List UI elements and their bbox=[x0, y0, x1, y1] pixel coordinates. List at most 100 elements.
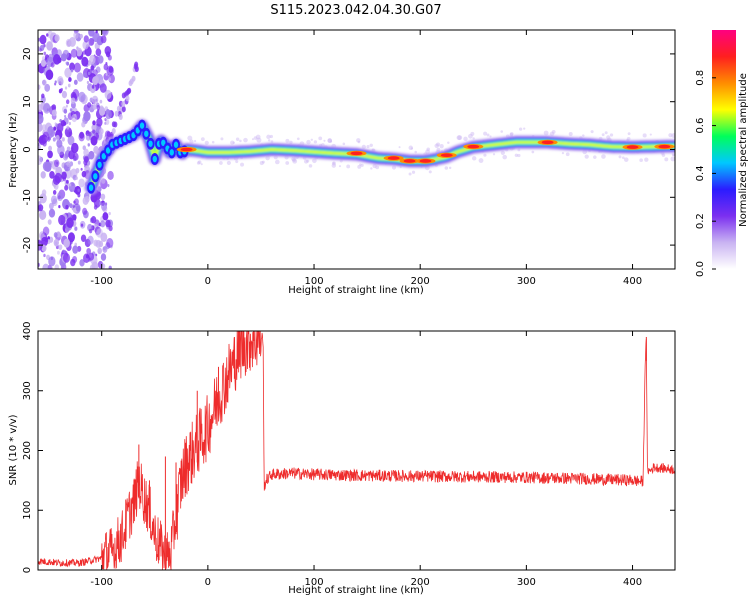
noise-speck bbox=[79, 131, 85, 139]
noise-speck bbox=[95, 48, 102, 57]
ridge-blob bbox=[105, 147, 111, 154]
noise-speck bbox=[62, 249, 66, 254]
noise-speck bbox=[71, 142, 79, 154]
haze-speck bbox=[627, 132, 631, 136]
noise-speck bbox=[93, 75, 100, 84]
colorbar-label: Normalized spectral amplitude bbox=[738, 73, 749, 227]
haze-speck bbox=[531, 150, 535, 154]
ridge-blob bbox=[173, 141, 179, 148]
noise-speck bbox=[48, 208, 56, 218]
noise-speck bbox=[108, 77, 112, 82]
noise-speck bbox=[88, 252, 95, 261]
haze-speck bbox=[296, 137, 300, 141]
noise-speck bbox=[75, 205, 81, 212]
haze-speck bbox=[639, 158, 643, 162]
noise-speck bbox=[99, 83, 107, 93]
noise-speck bbox=[47, 125, 54, 136]
noise-speck bbox=[121, 100, 126, 107]
snr-series-line bbox=[38, 331, 675, 570]
noise-speck bbox=[129, 78, 134, 85]
haze-speck bbox=[327, 138, 332, 143]
ridge-blob bbox=[161, 139, 166, 147]
haze-speck bbox=[313, 140, 318, 144]
haze-speck bbox=[470, 131, 475, 136]
noise-speck bbox=[60, 53, 67, 62]
haze-speck bbox=[500, 130, 504, 133]
haze-speck bbox=[357, 164, 362, 169]
noise-speck bbox=[78, 178, 85, 188]
noise-speck bbox=[48, 256, 56, 267]
noise-speck bbox=[100, 35, 107, 44]
noise-speck bbox=[64, 114, 67, 118]
haze-speck bbox=[408, 172, 412, 176]
haze-speck bbox=[568, 132, 573, 136]
noise-speck bbox=[38, 84, 41, 90]
haze-speck bbox=[664, 157, 669, 162]
haze-speck bbox=[329, 140, 333, 143]
noise-speck bbox=[99, 99, 103, 104]
spectrogram-plot-area bbox=[38, 30, 675, 269]
noise-speck bbox=[61, 264, 65, 269]
noise-speck bbox=[81, 56, 89, 67]
haze-speck bbox=[463, 136, 468, 142]
haze-speck bbox=[253, 136, 258, 140]
spectrogram-y-tick-label: -10 bbox=[22, 189, 33, 205]
noise-speck bbox=[46, 41, 53, 51]
noise-speck bbox=[65, 204, 69, 210]
noise-speck bbox=[105, 108, 110, 115]
noise-speck bbox=[91, 85, 95, 89]
noise-speck bbox=[126, 88, 131, 95]
haze-speck bbox=[346, 164, 351, 169]
noise-speck bbox=[52, 189, 57, 195]
noise-speck bbox=[71, 113, 78, 123]
noise-speck bbox=[44, 83, 51, 92]
noise-speck bbox=[67, 83, 71, 88]
haze-speck bbox=[266, 134, 271, 140]
noise-speck bbox=[41, 244, 47, 252]
haze-speck bbox=[502, 154, 507, 160]
noise-speck bbox=[90, 135, 98, 146]
noise-speck bbox=[50, 195, 58, 205]
noise-speck bbox=[87, 71, 91, 76]
haze-speck bbox=[601, 154, 606, 159]
noise-speck bbox=[42, 131, 50, 142]
ridge-blob bbox=[97, 161, 102, 168]
haze-speck bbox=[671, 153, 675, 157]
noise-speck bbox=[67, 41, 71, 47]
noise-speck bbox=[80, 167, 83, 171]
haze-speck bbox=[308, 164, 313, 168]
haze-speck bbox=[584, 154, 589, 159]
haze-speck bbox=[549, 131, 555, 137]
noise-speck bbox=[103, 246, 106, 251]
haze-speck bbox=[436, 142, 441, 147]
spectrogram-blobs bbox=[87, 119, 189, 194]
noise-speck bbox=[77, 193, 81, 198]
colorbar-tick-label: 0.6 bbox=[695, 118, 706, 134]
haze-speck bbox=[360, 163, 364, 167]
noise-speck bbox=[61, 137, 65, 142]
haze-speck bbox=[306, 139, 311, 145]
haze-speck bbox=[193, 139, 197, 143]
noise-speck bbox=[39, 210, 47, 221]
noise-speck bbox=[74, 242, 78, 247]
haze-speck bbox=[338, 165, 342, 168]
noise-speck bbox=[69, 203, 73, 209]
spectrogram-y-ticks: -20 -10 0 10 20 bbox=[22, 48, 675, 253]
spectrogram-noise-speckle bbox=[38, 30, 139, 269]
haze-speck bbox=[468, 133, 473, 139]
haze-speck bbox=[357, 140, 361, 144]
hot-spot bbox=[387, 156, 400, 160]
noise-speck bbox=[54, 34, 60, 42]
ridge-blob bbox=[152, 155, 157, 163]
noise-speck bbox=[83, 148, 89, 157]
haze-speck bbox=[370, 167, 373, 170]
haze-speck bbox=[447, 141, 450, 145]
noise-speck bbox=[101, 263, 106, 269]
noise-speck bbox=[64, 154, 68, 159]
noise-speck bbox=[133, 63, 138, 70]
haze-speck bbox=[561, 151, 565, 155]
haze-speck bbox=[489, 135, 492, 138]
noise-speck bbox=[53, 239, 59, 247]
noise-speck bbox=[48, 145, 52, 151]
